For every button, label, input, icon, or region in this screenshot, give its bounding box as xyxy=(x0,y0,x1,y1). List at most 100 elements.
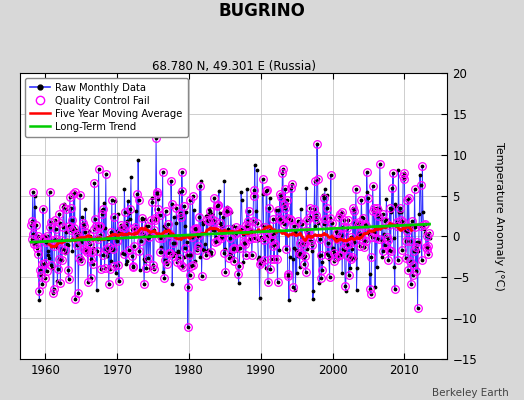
Point xyxy=(330,258,339,264)
Point xyxy=(397,216,406,223)
Point xyxy=(296,264,304,270)
Point xyxy=(27,236,36,242)
Point xyxy=(395,208,403,215)
Point xyxy=(245,236,254,243)
Point xyxy=(238,227,246,233)
Point xyxy=(361,221,369,228)
Point xyxy=(299,255,308,261)
Point xyxy=(279,166,287,173)
Point xyxy=(399,173,407,179)
Point xyxy=(119,251,128,258)
Point xyxy=(370,205,379,212)
Point xyxy=(364,227,372,234)
Point xyxy=(345,272,353,278)
Point xyxy=(68,248,77,255)
Point xyxy=(78,254,86,261)
Point xyxy=(400,176,408,183)
Point xyxy=(353,265,362,271)
Point xyxy=(201,248,209,254)
Point xyxy=(327,254,335,260)
Point xyxy=(416,172,424,178)
Point xyxy=(48,265,56,272)
Point xyxy=(418,163,427,169)
Point xyxy=(224,226,233,232)
Point xyxy=(140,258,149,264)
Point xyxy=(412,244,421,250)
Point xyxy=(123,218,132,224)
Legend: Raw Monthly Data, Quality Control Fail, Five Year Moving Average, Long-Term Tren: Raw Monthly Data, Quality Control Fail, … xyxy=(25,78,188,137)
Point xyxy=(301,253,309,259)
Point xyxy=(391,200,400,207)
Point xyxy=(89,260,97,267)
Point xyxy=(345,241,354,248)
Point xyxy=(200,246,208,253)
Point xyxy=(165,250,173,256)
Point xyxy=(309,296,317,303)
Point xyxy=(220,178,228,184)
Point xyxy=(366,270,375,277)
Point xyxy=(356,230,364,236)
Point xyxy=(190,226,199,232)
Point xyxy=(174,250,182,256)
Point xyxy=(138,215,147,222)
Point xyxy=(257,259,265,266)
Point xyxy=(397,208,405,215)
Point xyxy=(258,176,267,182)
Point xyxy=(238,230,247,237)
Point xyxy=(60,201,68,208)
Point xyxy=(405,194,413,201)
Point xyxy=(362,222,370,229)
Point xyxy=(196,254,204,260)
Point xyxy=(90,226,98,232)
Point xyxy=(318,266,326,273)
Point xyxy=(106,229,115,235)
Point xyxy=(258,222,266,228)
Point xyxy=(282,246,290,252)
Point xyxy=(128,263,137,269)
Point xyxy=(88,256,96,262)
Point xyxy=(304,232,313,238)
Point xyxy=(85,232,94,239)
Point xyxy=(308,242,316,248)
Point xyxy=(312,216,321,222)
Point xyxy=(343,253,352,259)
Point xyxy=(305,214,314,220)
Point xyxy=(303,246,312,252)
Point xyxy=(261,265,270,272)
Point xyxy=(155,235,163,241)
Point xyxy=(358,215,367,222)
Point xyxy=(324,252,332,258)
Point xyxy=(62,206,71,213)
Point xyxy=(137,238,145,244)
Point xyxy=(308,248,316,254)
Point xyxy=(383,234,391,240)
Point xyxy=(136,228,145,234)
Point xyxy=(221,246,229,252)
Point xyxy=(292,246,300,253)
Point xyxy=(410,186,419,192)
Point xyxy=(169,252,178,259)
Point xyxy=(373,205,381,212)
Point xyxy=(137,214,146,221)
Point xyxy=(333,236,342,242)
Point xyxy=(415,210,423,217)
Point xyxy=(92,222,100,229)
Point xyxy=(286,216,294,222)
Point xyxy=(219,229,227,236)
Point xyxy=(267,236,276,243)
Point xyxy=(94,166,103,172)
Point xyxy=(220,250,228,256)
Point xyxy=(91,216,99,222)
Point xyxy=(209,227,217,233)
Point xyxy=(139,256,148,262)
Point xyxy=(417,223,425,230)
Point xyxy=(287,216,296,223)
Point xyxy=(133,230,141,236)
Point xyxy=(210,195,219,201)
Point xyxy=(46,224,54,230)
Point xyxy=(270,241,279,247)
Point xyxy=(114,262,123,269)
Point xyxy=(213,202,221,209)
Point xyxy=(116,224,124,231)
Point xyxy=(356,233,365,239)
